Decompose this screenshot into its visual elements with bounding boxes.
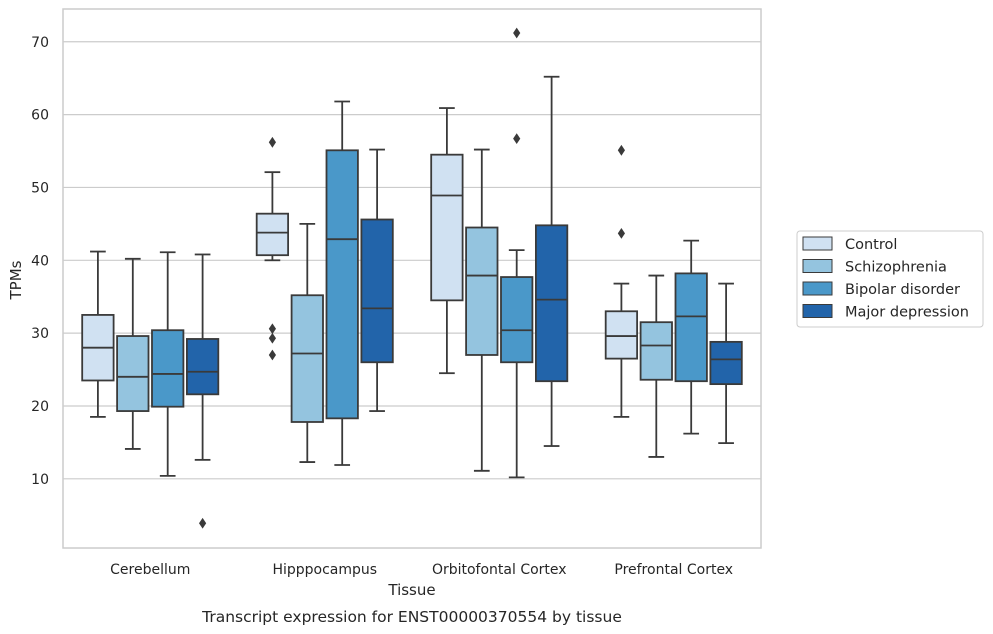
- y-axis-label: TPMs: [7, 260, 25, 300]
- box-hipppocampus: [360, 148, 394, 412]
- outlier-point: [268, 136, 276, 148]
- box-layer: [81, 27, 743, 529]
- series-schizophrenia: [116, 148, 673, 472]
- outlier-point: [513, 27, 521, 39]
- iqr-box: [360, 218, 394, 364]
- iqr-box: [430, 153, 464, 302]
- iqr-box: [500, 276, 534, 364]
- box-cerebellum: [81, 250, 115, 418]
- y-tick-label: 50: [31, 180, 49, 196]
- x-tick-label: Hipppocampus: [272, 562, 377, 578]
- series-control: [81, 107, 639, 418]
- outlier-point: [199, 517, 207, 529]
- iqr-box: [534, 224, 569, 383]
- x-tick-label: Orbitofontal Cortex: [432, 562, 567, 578]
- legend-label: Major depression: [845, 305, 969, 321]
- box-orbitofontal-cortex: [500, 27, 534, 479]
- box-prefrontal-cortex: [604, 144, 639, 418]
- box-cerebellum: [116, 257, 150, 450]
- legend-swatch: [802, 304, 833, 318]
- outlier-point: [268, 323, 276, 335]
- chart-title: Transcript expression for ENST0000037055…: [201, 608, 622, 626]
- iqr-box: [325, 149, 359, 420]
- legend-label: Bipolar disorder: [845, 282, 960, 298]
- legend-swatch: [802, 259, 833, 273]
- series-bipolar-disorder: [151, 27, 708, 479]
- box-orbitofontal-cortex: [465, 148, 499, 472]
- x-axis-label: Tissue: [387, 581, 435, 599]
- plot-frame: [62, 8, 762, 549]
- legend-swatch: [802, 236, 833, 251]
- box-hipppocampus: [290, 222, 324, 463]
- box-prefrontal-cortex: [639, 274, 673, 458]
- iqr-box: [604, 310, 639, 360]
- box-hipppocampus: [325, 100, 359, 466]
- outlier-point: [268, 332, 276, 344]
- box-orbitofontal-cortex: [534, 75, 569, 447]
- box-hipppocampus: [255, 136, 290, 361]
- outlier-point: [617, 227, 625, 239]
- iqr-box: [116, 335, 150, 412]
- y-tick-label: 10: [31, 472, 49, 488]
- iqr-box: [255, 212, 290, 257]
- legend-frame: [796, 230, 984, 328]
- outlier-point: [268, 349, 276, 361]
- legend-label: Schizophrenia: [845, 260, 947, 276]
- box-orbitofontal-cortex: [430, 107, 464, 375]
- box-cerebellum: [151, 251, 185, 477]
- y-tick-label: 20: [31, 399, 49, 415]
- box-prefrontal-cortex: [674, 239, 708, 435]
- iqr-box: [151, 329, 185, 408]
- iqr-box: [709, 340, 743, 386]
- outlier-point: [513, 133, 521, 145]
- y-tick-label: 40: [31, 253, 49, 269]
- y-tick-labels: 10 20 30 40 50 60 70: [31, 35, 49, 488]
- y-tick-label: 70: [31, 35, 49, 51]
- x-tick-label: Cerebellum: [110, 562, 190, 578]
- y-tick-label: 60: [31, 108, 49, 124]
- x-tick-labels: Cerebellum Hipppocampus Orbitofontal Corte…: [110, 562, 733, 578]
- iqr-box: [465, 226, 499, 356]
- x-tick-label: Prefrontal Cortex: [614, 562, 733, 578]
- series-major-depression: [185, 75, 743, 529]
- outlier-point: [617, 144, 625, 156]
- iqr-box: [185, 338, 220, 396]
- iqr-box: [639, 321, 673, 381]
- legend-swatch: [802, 281, 833, 296]
- box-cerebellum: [185, 253, 220, 529]
- iqr-box: [674, 272, 708, 383]
- box-prefrontal-cortex: [709, 282, 743, 445]
- iqr-box: [290, 294, 324, 423]
- legend-label: Control: [845, 237, 897, 253]
- legend: Control Schizophrenia Bipolar disorder Majo…: [796, 230, 984, 328]
- y-tick-label: 30: [31, 326, 49, 342]
